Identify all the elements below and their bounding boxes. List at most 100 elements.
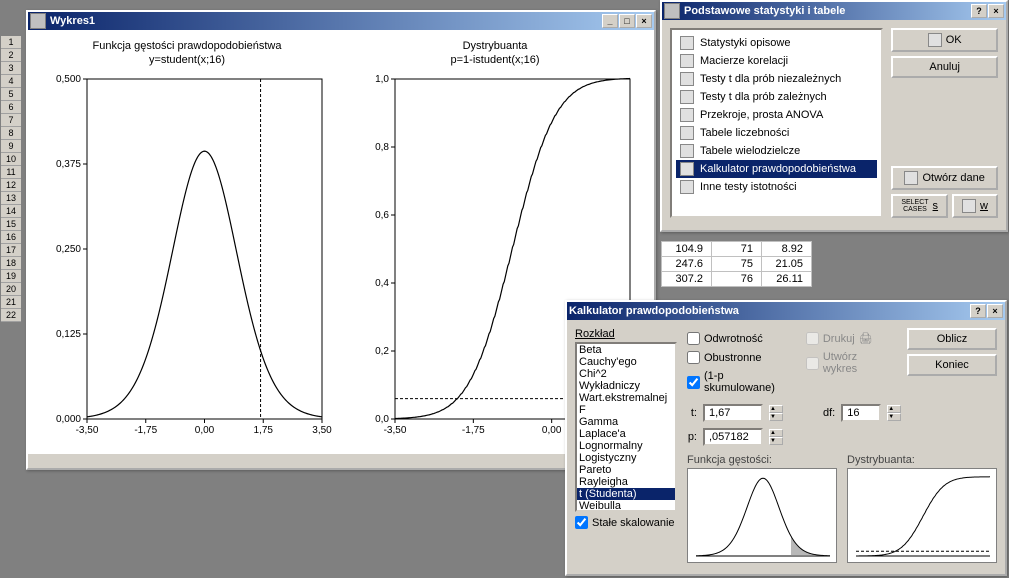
row-header[interactable]: 1 <box>1 36 21 49</box>
row-header[interactable]: 12 <box>1 179 21 192</box>
distribution-item[interactable]: Pareto <box>577 464 675 476</box>
row-header[interactable]: 14 <box>1 205 21 218</box>
distribution-item[interactable]: Gamma <box>577 416 675 428</box>
row-header[interactable]: 17 <box>1 244 21 257</box>
row-header[interactable]: 19 <box>1 270 21 283</box>
stats-window: Podstawowe statystyki i tabele ? × Staty… <box>660 0 1008 232</box>
table-row: 104.9718.92 <box>662 242 812 257</box>
fixed-scale-checkbox[interactable] <box>575 516 588 529</box>
open-data-button[interactable]: Otwórz dane <box>891 166 998 190</box>
cell[interactable]: 75 <box>712 257 762 272</box>
density-chart-panel: Funkcja gęstości prawdopodobieństwa y=st… <box>38 40 336 444</box>
cell[interactable]: 71 <box>712 242 762 257</box>
cell[interactable]: 76 <box>712 272 762 287</box>
stats-item[interactable]: Tabele wielodzielcze <box>676 142 877 160</box>
distribution-item[interactable]: Beta <box>577 344 675 356</box>
row-header[interactable]: 16 <box>1 231 21 244</box>
distribution-item[interactable]: Logistyczny <box>577 452 675 464</box>
row-header[interactable]: 15 <box>1 218 21 231</box>
stats-item[interactable]: Tabele liczebności <box>676 124 877 142</box>
row-header[interactable]: 21 <box>1 296 21 309</box>
distribution-item[interactable]: Wart.ekstremalnej <box>577 392 675 404</box>
stats-item[interactable]: Macierze korelacji <box>676 52 877 70</box>
chart-titlebar[interactable]: Wykres1 _ □ × <box>28 12 654 30</box>
svg-text:-3,50: -3,50 <box>76 425 99 436</box>
t-input[interactable] <box>703 404 763 422</box>
ok-button[interactable]: OK <box>891 28 998 52</box>
cell[interactable]: 26.11 <box>762 272 812 287</box>
row-header[interactable]: 8 <box>1 127 21 140</box>
data-grid: 104.9718.92 247.67521.05 307.27626.11 <box>660 240 813 288</box>
weight-button[interactable]: w <box>952 194 998 218</box>
distribution-item[interactable]: Weibulla <box>577 500 675 512</box>
select-cases-button[interactable]: SELECTCASES s <box>891 194 948 218</box>
stats-item-icon <box>680 72 694 86</box>
chart-window: Wykres1 _ □ × Funkcja gęstości prawdopod… <box>26 10 656 470</box>
distribution-item[interactable]: Chi^2 <box>577 368 675 380</box>
cell[interactable]: 104.9 <box>662 242 712 257</box>
close-button[interactable]: × <box>636 14 652 28</box>
close-calc-button[interactable]: Koniec <box>907 354 997 376</box>
stats-item-label: Testy t dla prób niezależnych <box>700 73 841 85</box>
stats-item[interactable]: Testy t dla prób niezależnych <box>676 70 877 88</box>
df-input[interactable] <box>841 404 881 422</box>
stats-titlebar[interactable]: Podstawowe statystyki i tabele ? × <box>662 2 1006 20</box>
calc-titlebar[interactable]: Kalkulator prawdopodobieństwa ? × <box>567 302 1005 320</box>
p-spin-down[interactable]: ▼ <box>769 437 783 445</box>
p-spin-up[interactable]: ▲ <box>769 429 783 437</box>
svg-text:0,125: 0,125 <box>56 329 81 340</box>
row-header[interactable]: 20 <box>1 283 21 296</box>
distribution-item[interactable]: Lognormalny <box>577 440 675 452</box>
help-button[interactable]: ? <box>970 304 986 318</box>
p-input[interactable] <box>703 428 763 446</box>
row-header[interactable]: 7 <box>1 114 21 127</box>
stats-item[interactable]: Przekroje, prosta ANOVA <box>676 106 877 124</box>
twotail-checkbox[interactable] <box>687 351 700 364</box>
row-header[interactable]: 2 <box>1 49 21 62</box>
cell[interactable]: 8.92 <box>762 242 812 257</box>
distribution-item[interactable]: Wykładniczy <box>577 380 675 392</box>
minimize-button[interactable]: _ <box>602 14 618 28</box>
stats-item[interactable]: Inne testy istotności <box>676 178 877 196</box>
density-chart-title: Funkcja gęstości prawdopodobieństwa <box>93 40 282 52</box>
stats-item[interactable]: Statystyki opisowe <box>676 34 877 52</box>
t-spin-up[interactable]: ▲ <box>769 405 783 413</box>
inverse-checkbox[interactable] <box>687 332 700 345</box>
cell[interactable]: 247.6 <box>662 257 712 272</box>
distribution-item[interactable]: Rayleigha <box>577 476 675 488</box>
row-header[interactable]: 4 <box>1 75 21 88</box>
row-header[interactable]: 22 <box>1 309 21 322</box>
stats-item[interactable]: Kalkulator prawdopodobieństwa <box>676 160 877 178</box>
cancel-button[interactable]: Anuluj <box>891 56 998 78</box>
row-header[interactable]: 5 <box>1 88 21 101</box>
row-header[interactable]: 10 <box>1 153 21 166</box>
distribution-item[interactable]: F <box>577 404 675 416</box>
df-spin-up[interactable]: ▲ <box>887 405 901 413</box>
distribution-item[interactable]: Laplace'a <box>577 428 675 440</box>
row-header[interactable]: 3 <box>1 62 21 75</box>
row-header[interactable]: 6 <box>1 101 21 114</box>
row-header[interactable]: 11 <box>1 166 21 179</box>
svg-text:0,000: 0,000 <box>56 414 81 425</box>
chart-window-icon <box>30 13 46 29</box>
t-spin-down[interactable]: ▼ <box>769 413 783 421</box>
close-button[interactable]: × <box>988 4 1004 18</box>
svg-text:0,00: 0,00 <box>195 425 215 436</box>
cell[interactable]: 21.05 <box>762 257 812 272</box>
stats-item-label: Statystyki opisowe <box>700 37 790 49</box>
cumulative-checkbox[interactable] <box>687 376 700 389</box>
maximize-button[interactable]: □ <box>619 14 635 28</box>
distribution-item[interactable]: Cauchy'ego <box>577 356 675 368</box>
close-button[interactable]: × <box>987 304 1003 318</box>
row-header[interactable]: 18 <box>1 257 21 270</box>
compute-button[interactable]: Oblicz <box>907 328 997 350</box>
distribution-list[interactable]: BetaCauchy'egoChi^2WykładniczyWart.ekstr… <box>575 342 677 512</box>
cell[interactable]: 307.2 <box>662 272 712 287</box>
row-header[interactable]: 13 <box>1 192 21 205</box>
stats-item[interactable]: Testy t dla prób zależnych <box>676 88 877 106</box>
help-button[interactable]: ? <box>971 4 987 18</box>
df-spin-down[interactable]: ▼ <box>887 413 901 421</box>
row-header[interactable]: 9 <box>1 140 21 153</box>
stats-item-label: Przekroje, prosta ANOVA <box>700 109 823 121</box>
distribution-item[interactable]: t (Studenta) <box>577 488 675 500</box>
